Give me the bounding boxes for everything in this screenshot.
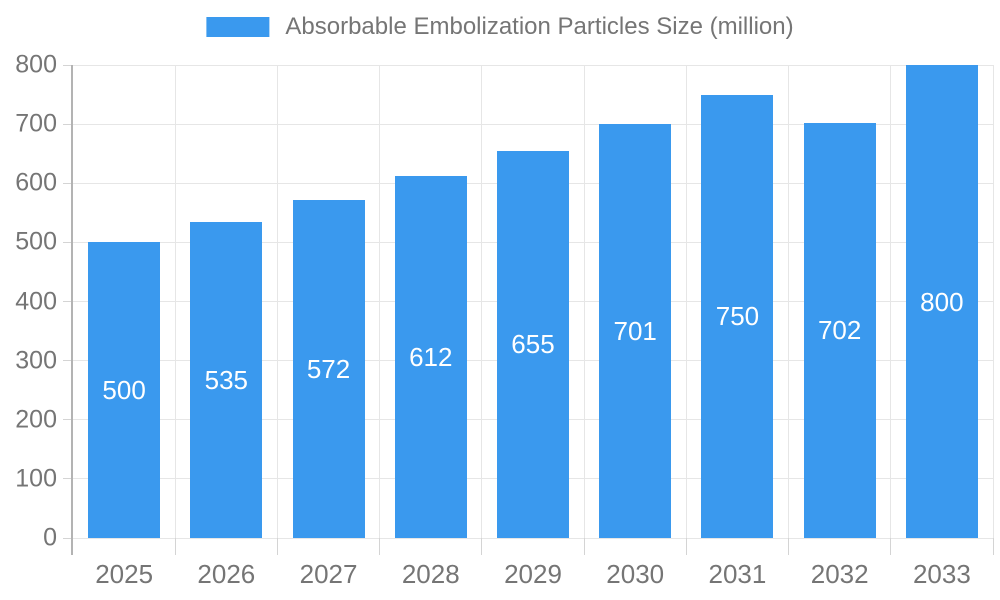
x-gridline bbox=[788, 65, 790, 538]
x-tick-label: 2028 bbox=[401, 559, 460, 589]
bar-value-label: 800 bbox=[920, 286, 964, 317]
bar-2032: 702 bbox=[803, 122, 876, 538]
bar-value-label: 500 bbox=[102, 375, 146, 406]
x-tick-label: 2026 bbox=[197, 559, 256, 589]
y-tick-label: 700 bbox=[15, 109, 57, 138]
y-gridline bbox=[73, 537, 993, 539]
y-tick-label: 800 bbox=[15, 50, 57, 79]
y-gridline bbox=[73, 64, 993, 66]
x-axis-tick bbox=[481, 538, 483, 555]
y-tick-label: 600 bbox=[15, 168, 57, 197]
x-tick-label: 2029 bbox=[504, 559, 562, 589]
y-gridline bbox=[73, 123, 993, 125]
x-tick-label: 2027 bbox=[299, 559, 358, 589]
y-axis-tick bbox=[63, 64, 73, 66]
x-axis-tick bbox=[992, 538, 994, 555]
bar-2033: 800 bbox=[905, 65, 978, 538]
y-axis-tick bbox=[63, 537, 73, 539]
y-tick-label: 100 bbox=[15, 464, 57, 493]
x-gridline bbox=[379, 65, 381, 538]
bar-2026: 535 bbox=[190, 221, 263, 538]
bar-2025: 500 bbox=[88, 242, 161, 538]
y-tick-label: 500 bbox=[15, 227, 57, 256]
y-axis-tick bbox=[63, 419, 73, 421]
y-axis-tick bbox=[63, 241, 73, 243]
x-axis-tick bbox=[685, 538, 687, 555]
x-axis-tick bbox=[583, 538, 585, 555]
bar-2027: 572 bbox=[292, 199, 365, 538]
bar-value-label: 655 bbox=[511, 329, 555, 360]
bar-value-label: 535 bbox=[204, 364, 249, 395]
y-axis-tick bbox=[63, 360, 73, 362]
x-gridline bbox=[276, 65, 278, 538]
y-tick-label: 0 bbox=[43, 523, 57, 552]
x-axis-tick bbox=[788, 538, 790, 555]
x-gridline bbox=[174, 65, 176, 538]
y-tick-label: 300 bbox=[15, 346, 57, 375]
x-axis-tick bbox=[276, 538, 278, 555]
bar-2031: 750 bbox=[701, 94, 774, 538]
bar-2029: 655 bbox=[497, 150, 569, 538]
x-tick-label: 2030 bbox=[606, 559, 665, 589]
x-gridline bbox=[992, 65, 994, 538]
y-tick-label: 400 bbox=[15, 287, 57, 315]
bar-value-label: 701 bbox=[613, 315, 657, 346]
x-gridline bbox=[890, 65, 892, 538]
x-axis-tick bbox=[890, 538, 892, 555]
bar-value-label: 750 bbox=[715, 301, 760, 332]
bar-value-label: 612 bbox=[409, 342, 453, 373]
x-gridline bbox=[583, 65, 585, 538]
x-tick-label: 2025 bbox=[95, 559, 154, 589]
chart-legend[interactable]: Absorbable Embolization Particles Size (… bbox=[206, 13, 794, 40]
x-tick-label: 2033 bbox=[912, 559, 971, 589]
x-tick-label: 2032 bbox=[810, 559, 869, 589]
x-axis-tick bbox=[174, 538, 176, 555]
y-axis-line bbox=[71, 65, 73, 555]
y-axis-tick bbox=[63, 478, 73, 480]
x-axis-tick bbox=[379, 538, 381, 555]
bar-value-label: 572 bbox=[306, 353, 351, 384]
y-axis-tick bbox=[63, 301, 73, 302]
x-gridline bbox=[685, 65, 687, 538]
legend-label: Absorbable Embolization Particles Size (… bbox=[285, 13, 794, 40]
bar-2030: 701 bbox=[599, 123, 672, 538]
y-axis-tick bbox=[63, 182, 73, 184]
x-tick-label: 2031 bbox=[708, 559, 767, 589]
legend-swatch bbox=[206, 17, 270, 38]
y-tick-label: 200 bbox=[15, 405, 57, 434]
bar-value-label: 702 bbox=[817, 315, 862, 346]
x-gridline bbox=[481, 65, 483, 538]
bar-2028: 612 bbox=[394, 176, 467, 538]
y-axis-tick bbox=[63, 123, 73, 125]
